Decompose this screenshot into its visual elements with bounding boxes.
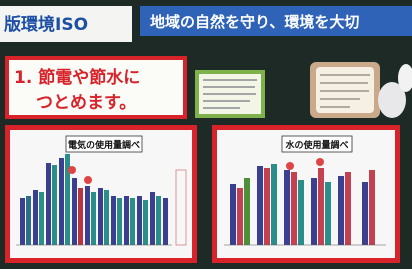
sign-line: つとめます。 (36, 93, 136, 113)
note-tan-paper (316, 67, 374, 113)
banner-right: 地域の自然を守り、環境を大切 (150, 13, 359, 31)
sticker (316, 158, 324, 166)
sticker (286, 162, 294, 170)
banner-left: 版環境ISO (4, 14, 88, 35)
sign-line: 1. 節電や節水に (14, 67, 140, 88)
sticker (68, 166, 76, 174)
sticker (84, 176, 92, 184)
photo: 版環境ISO 地域の自然を守り、環境を大切 1. 節電や節水に つとめます。 電… (0, 0, 412, 269)
poster-title: 水の使用量調べ (285, 139, 348, 151)
poster-title: 電気の使用量調べ (68, 139, 140, 151)
